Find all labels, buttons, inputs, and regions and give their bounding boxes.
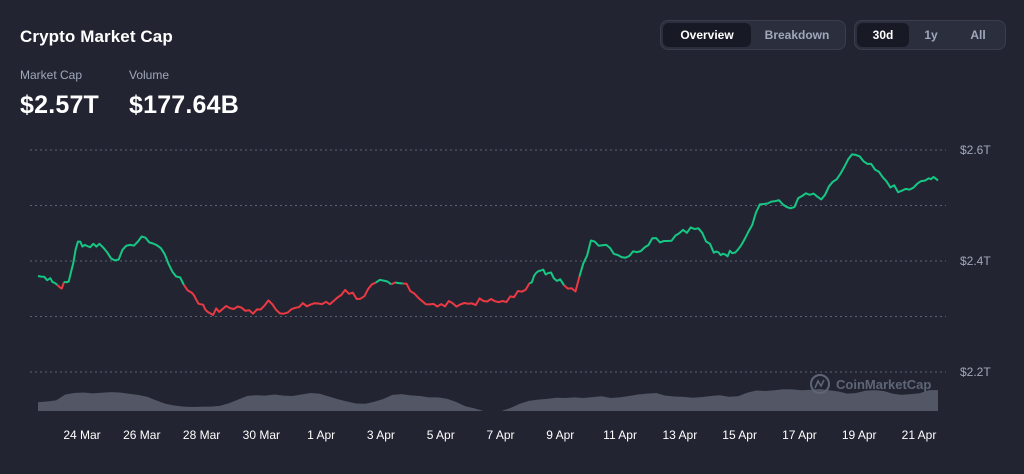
x-tick-label: 1 Apr	[307, 428, 335, 442]
y-tick-label: $2.2T	[960, 365, 991, 379]
price-line-segment	[390, 281, 396, 286]
price-line-segment	[529, 268, 565, 286]
volume-label: Volume	[129, 68, 170, 82]
y-tick-label: $2.4T	[960, 254, 991, 268]
price-line-segment	[375, 278, 392, 286]
x-tick-label: 11 Apr	[603, 428, 637, 442]
x-tick-label: 24 Mar	[63, 428, 100, 442]
tab-overview[interactable]: Overview	[663, 23, 751, 47]
price-line-segment	[63, 235, 185, 286]
x-tick-label: 17 Apr	[782, 428, 817, 442]
tab-breakdown[interactable]: Breakdown	[764, 28, 830, 42]
chart-title: Crypto Market Cap	[20, 27, 173, 46]
x-tick-label: 30 Mar	[243, 428, 280, 442]
price-line-segment	[37, 275, 58, 286]
watermark: CoinMarketCap	[810, 374, 931, 394]
market-cap-label: Market Cap	[20, 68, 83, 82]
volume-stat: Volume $177.64B	[129, 68, 239, 120]
x-tick-label: 7 Apr	[486, 428, 514, 442]
market-cap-stat: Market Cap $2.57T	[20, 68, 99, 120]
x-tick-label: 3 Apr	[367, 428, 395, 442]
watermark-text: CoinMarketCap	[836, 377, 931, 392]
price-line-segment	[394, 281, 403, 285]
x-tick-label: 26 Mar	[123, 428, 160, 442]
range-toggle: 30d 1y All	[854, 20, 1006, 50]
view-toggle: Overview Breakdown	[660, 20, 846, 50]
y-tick-label: $2.6T	[960, 143, 991, 157]
x-tick-label: 13 Apr	[663, 428, 698, 442]
price-line-segment	[578, 153, 939, 277]
volume-area	[38, 389, 938, 411]
market-cap-value: $2.57T	[20, 91, 100, 119]
price-line-segment	[183, 281, 377, 316]
price-line-segment	[402, 282, 531, 308]
x-tick-label: 5 Apr	[427, 428, 455, 442]
x-tick-label: 21 Apr	[902, 428, 937, 442]
price-line-segment	[56, 281, 66, 290]
coinmarketcap-logo-icon	[810, 374, 830, 394]
x-tick-label: 9 Apr	[546, 428, 574, 442]
volume-value: $177.64B	[129, 91, 240, 119]
range-1y[interactable]: 1y	[924, 28, 938, 42]
price-line-segment	[563, 276, 581, 293]
x-tick-label: 15 Apr	[722, 428, 757, 442]
range-30d[interactable]: 30d	[857, 23, 909, 47]
range-all[interactable]: All	[970, 28, 986, 42]
x-tick-label: 28 Mar	[183, 428, 220, 442]
x-tick-label: 19 Apr	[842, 428, 877, 442]
